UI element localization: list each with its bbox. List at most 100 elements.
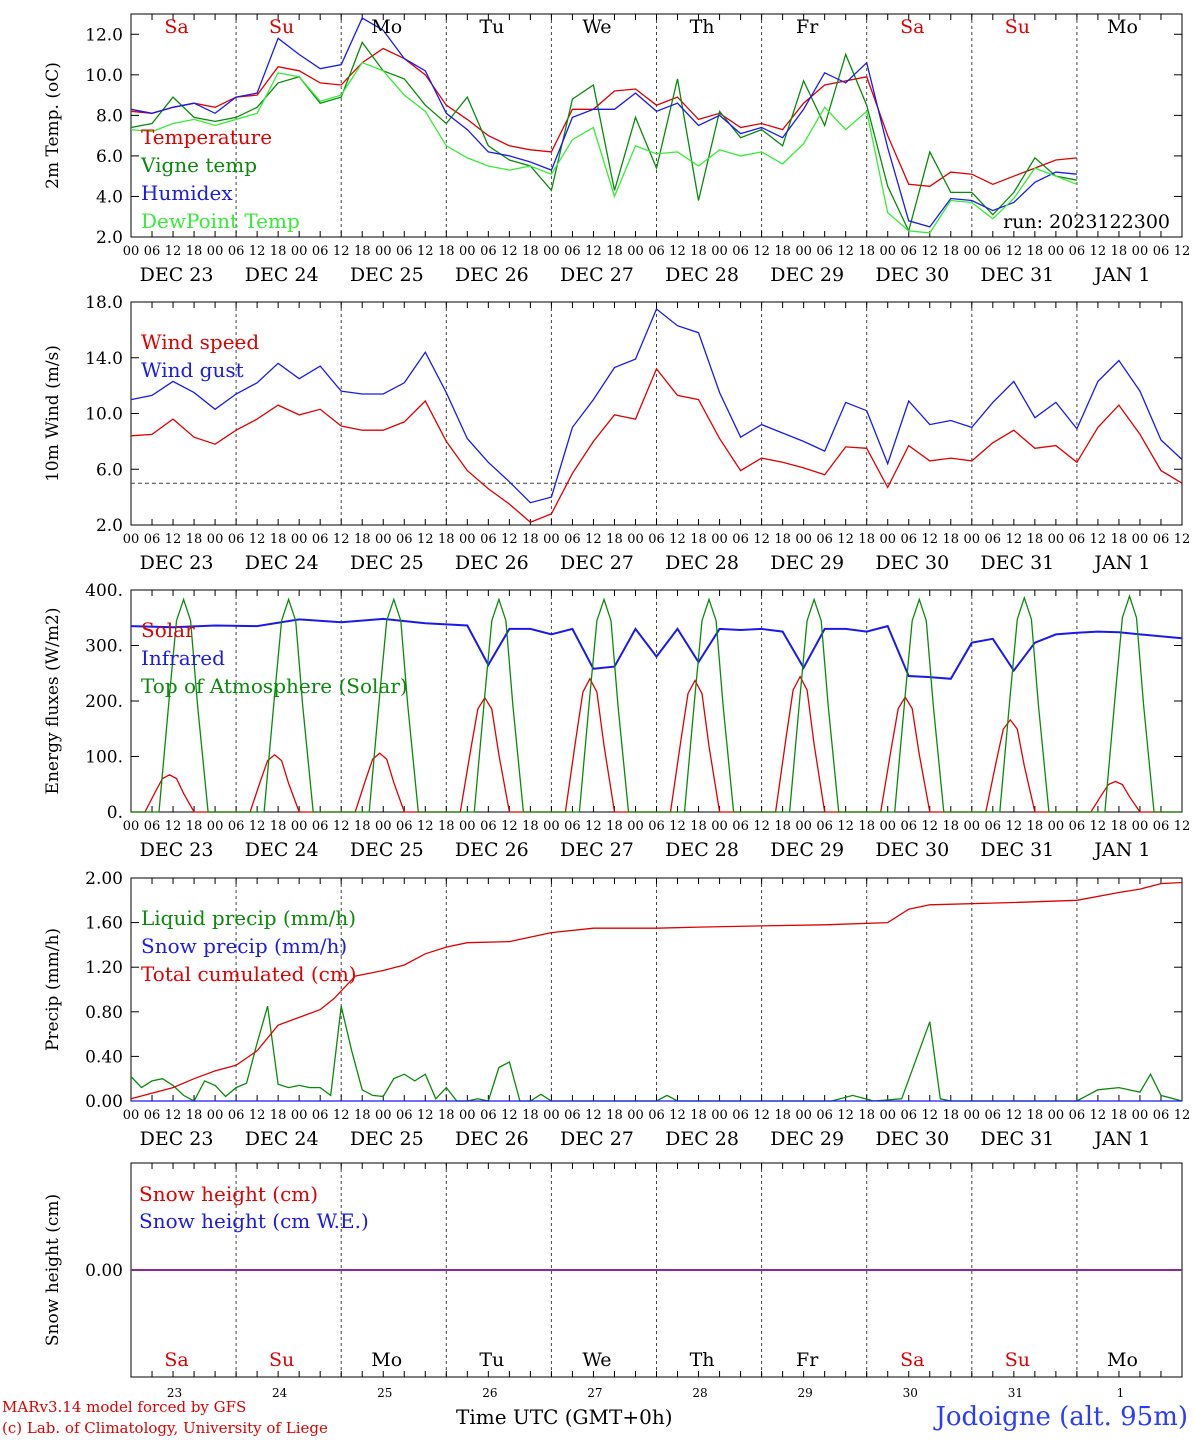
hour-tick-label: 18 — [943, 244, 960, 259]
legend-entry: Snow height (cm W.E.) — [139, 1209, 369, 1233]
y-axis-title: 10m Wind (m/s) — [43, 345, 63, 482]
hour-tick-label: 18 — [522, 532, 539, 547]
date-label: DEC 26 — [455, 264, 529, 286]
hour-tick-label: 12 — [1090, 244, 1107, 259]
hour-tick-label: 18 — [858, 532, 875, 547]
hour-tick-label: 00 — [207, 244, 224, 259]
day-number: 25 — [377, 1386, 392, 1400]
date-label: DEC 30 — [875, 839, 949, 861]
hour-tick-label: 00 — [543, 819, 560, 834]
hour-tick-label: 12 — [585, 532, 602, 547]
hour-tick-label: 06 — [564, 1108, 581, 1123]
hour-tick-label: 12 — [249, 244, 266, 259]
time-axis-label: Time UTC (GMT+0h) — [456, 1405, 673, 1429]
hour-tick-label: 18 — [438, 819, 455, 834]
hour-tick-label: 00 — [1132, 1108, 1149, 1123]
series-line-total-cumulated-cm- — [130, 881, 1183, 1100]
hour-tick-label: 00 — [879, 532, 896, 547]
hour-tick-label: 12 — [1090, 532, 1107, 547]
hour-tick-label: 12 — [249, 532, 266, 547]
hour-tick-label: 18 — [186, 819, 203, 834]
day-abbr: Sa — [164, 1349, 188, 1371]
hour-tick-label: 00 — [964, 532, 981, 547]
hour-tick-label: 12 — [249, 1108, 266, 1123]
hour-tick-label: 00 — [711, 244, 728, 259]
hour-tick-label: 06 — [816, 1108, 833, 1123]
legend-entry: Temperature — [141, 125, 272, 149]
hour-tick-label: 12 — [249, 819, 266, 834]
hour-tick-label: 12 — [1006, 532, 1023, 547]
hour-tick-label: 18 — [690, 819, 707, 834]
hour-tick-label: 00 — [1132, 532, 1149, 547]
day-abbr: Mo — [1107, 1349, 1138, 1371]
panel-1-frame — [130, 13, 1183, 238]
hour-tick-label: 12 — [585, 819, 602, 834]
hour-tick-label: 06 — [985, 532, 1002, 547]
hour-tick-label: 06 — [648, 1108, 665, 1123]
hour-tick-label: 06 — [228, 244, 245, 259]
hour-tick-label: 18 — [606, 819, 623, 834]
hour-tick-label: 00 — [291, 244, 308, 259]
hour-tick-label: 18 — [943, 532, 960, 547]
hour-tick-label: 12 — [753, 819, 770, 834]
legend-entry: Snow height (cm) — [139, 1182, 318, 1206]
hour-tick-label: 00 — [711, 532, 728, 547]
hour-tick-label: 18 — [774, 244, 791, 259]
hour-tick-label: 00 — [627, 819, 644, 834]
hour-tick-label: 12 — [1174, 1108, 1191, 1123]
hour-tick-label: 18 — [858, 1108, 875, 1123]
day-abbr: Sa — [164, 16, 188, 38]
series-line-vigne-temp — [130, 41, 1078, 233]
hour-tick-label: 06 — [900, 244, 917, 259]
hour-tick-label: 00 — [543, 532, 560, 547]
y-axis-title: Precip (mm/h) — [43, 928, 63, 1051]
hour-tick-label: 18 — [270, 244, 287, 259]
date-label: DEC 24 — [245, 1128, 319, 1150]
station-name: Jodoigne (alt. 95m) — [935, 1402, 1188, 1432]
hour-tick-label: 12 — [1090, 1108, 1107, 1123]
hour-tick-label: 06 — [564, 244, 581, 259]
hour-tick-label: 12 — [753, 1108, 770, 1123]
date-label: DEC 31 — [980, 552, 1054, 574]
hour-tick-label: 00 — [291, 532, 308, 547]
hour-tick-label: 06 — [900, 532, 917, 547]
series-line-liquid-precip-mm-h- — [130, 1006, 1183, 1102]
hour-tick-label: 06 — [900, 819, 917, 834]
y-tick-label: 18.0 — [85, 293, 123, 313]
date-label: JAN 1 — [1092, 264, 1150, 286]
date-label: DEC 27 — [560, 264, 634, 286]
hour-tick-label: 12 — [417, 819, 434, 834]
hour-tick-label: 12 — [585, 244, 602, 259]
date-label: DEC 30 — [875, 552, 949, 574]
day-abbr: Mo — [371, 1349, 402, 1371]
hour-tick-label: 00 — [964, 1108, 981, 1123]
date-label: DEC 31 — [980, 839, 1054, 861]
hour-tick-label: 12 — [417, 532, 434, 547]
hour-tick-label: 18 — [606, 244, 623, 259]
legend-entry: Top of Atmosphere (Solar) — [141, 674, 408, 698]
hour-tick-label: 12 — [837, 1108, 854, 1123]
hour-tick-label: 06 — [564, 532, 581, 547]
y-tick-label: 8.0 — [96, 106, 123, 126]
day-number: 31 — [1008, 1386, 1023, 1400]
day-abbr: We — [582, 16, 611, 38]
hour-tick-label: 06 — [1069, 532, 1086, 547]
y-tick-label: 12.0 — [85, 25, 123, 45]
hour-tick-label: 00 — [1048, 244, 1065, 259]
hour-tick-label: 18 — [438, 244, 455, 259]
hour-tick-label: 12 — [837, 532, 854, 547]
hour-tick-label: 00 — [795, 819, 812, 834]
y-tick-label: 0.80 — [85, 1003, 123, 1023]
hour-tick-label: 06 — [816, 532, 833, 547]
date-label: JAN 1 — [1092, 1128, 1150, 1150]
legend-entry: Total cumulated (cm) — [141, 962, 357, 986]
hour-tick-label: 12 — [921, 819, 938, 834]
hour-tick-label: 18 — [606, 1108, 623, 1123]
hour-tick-label: 00 — [711, 819, 728, 834]
hour-tick-label: 06 — [144, 819, 161, 834]
series-line-dewpoint-temp — [130, 61, 1078, 234]
hour-tick-label: 06 — [1153, 1108, 1170, 1123]
hour-tick-label: 00 — [1048, 532, 1065, 547]
hour-tick-label: 18 — [1027, 532, 1044, 547]
